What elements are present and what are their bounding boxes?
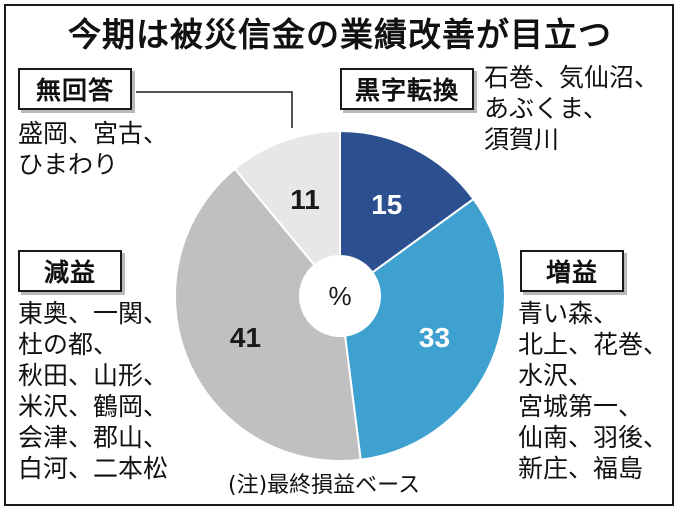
slice-value-label-3: 11: [290, 184, 320, 215]
leader-line-mukaito: [136, 91, 293, 128]
category-box-kuroji: 黒字転換: [340, 68, 474, 110]
category-box-mukaito: 無回答: [18, 68, 132, 110]
names-zoueki: 青い森、 北上、花巻、 水沢、 宮城第一、 仙南、羽後、 新庄、福島: [518, 299, 669, 483]
chart-title: 今期は被災信金の業績改善が目立つ: [68, 15, 612, 54]
names-kuroji: 石巻、気仙沼、 あぶくま、 須賀川: [484, 63, 660, 154]
names-mukaito: 盛岡、宮古、 ひまわり: [18, 119, 169, 179]
pie-slice-3: [233, 129, 341, 299]
pie-slice-1: [338, 197, 506, 461]
pie-center-label: %: [328, 281, 351, 311]
slice-value-label-0: 15: [371, 189, 402, 220]
slice-value-label-2: 41: [230, 322, 261, 353]
category-box-zoueki: 増益: [520, 250, 624, 292]
pie-slice-2: [174, 167, 362, 462]
pie-center-hole: [299, 255, 381, 337]
pie-slice-0: [339, 129, 475, 298]
names-geneki: 東奥、一関、 杜の都、 秋田、山形、 米沢、鶴岡、 会津、郡山、 白河、二本松: [18, 299, 169, 483]
category-box-geneki: 減益: [18, 250, 122, 292]
footnote: (注)最終損益ベース: [228, 473, 421, 498]
slice-value-label-1: 33: [419, 322, 450, 353]
